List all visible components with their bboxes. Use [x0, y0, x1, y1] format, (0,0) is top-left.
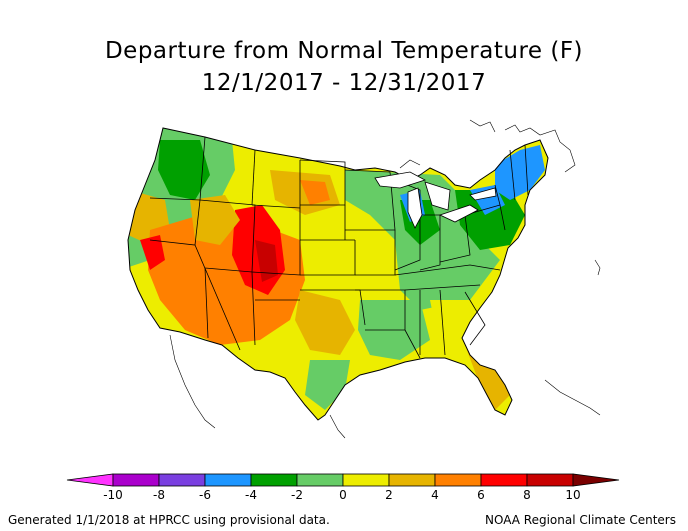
map-title: Departure from Normal Temperature (F): [104, 38, 584, 64]
legend-swatch: [112, 473, 160, 487]
legend-tick-label: -4: [245, 488, 257, 502]
legend-tick-label: 0: [339, 488, 347, 502]
legend-swatch: [342, 473, 390, 487]
legend-tick-label: 8: [523, 488, 531, 502]
legend-swatch: [526, 473, 574, 487]
legend-swatch: [204, 473, 252, 487]
legend-tick-label: -6: [199, 488, 211, 502]
state-boundaries: [127, 127, 549, 421]
legend-arrow-low: [66, 473, 114, 487]
legend-tick-label: 10: [565, 488, 580, 502]
map-subtitle: 12/1/2017 - 12/31/2017: [201, 70, 487, 96]
legend-tick-label: -8: [153, 488, 165, 502]
legend-swatch: [480, 473, 528, 487]
legend-swatch: [388, 473, 436, 487]
legend-swatch: [296, 473, 344, 487]
generated-note: Generated 1/1/2018 at HPRCC using provis…: [8, 513, 330, 527]
source-credit: NOAA Regional Climate Centers: [485, 513, 676, 527]
legend-tick-label: -2: [291, 488, 303, 502]
legend-arrow-high: [572, 473, 620, 487]
great-lakes: [374, 171, 497, 229]
legend-tick-label: 6: [477, 488, 485, 502]
legend-tick-label: 2: [385, 488, 393, 502]
temperature-shading: [128, 128, 548, 420]
legend-swatch: [250, 473, 298, 487]
legend-tick-label: -10: [103, 488, 123, 502]
legend-tick-label: 4: [431, 488, 439, 502]
canada-mexico-coastline: [169, 119, 601, 439]
legend-swatch: [434, 473, 482, 487]
legend-swatch: [158, 473, 206, 487]
